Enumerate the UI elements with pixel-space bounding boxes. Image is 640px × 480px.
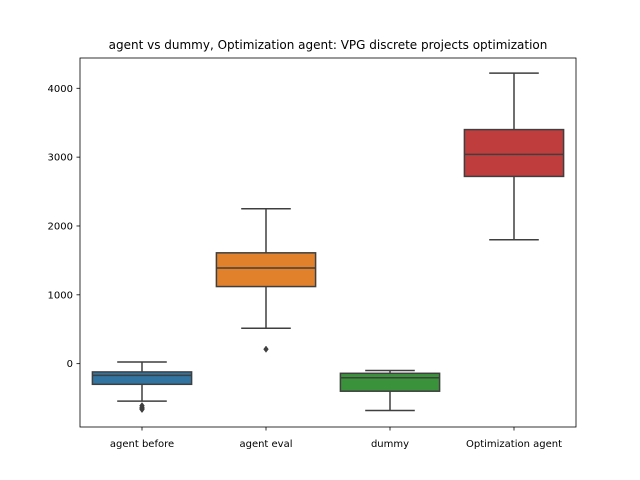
x-tick-label: dummy: [371, 439, 409, 450]
y-tick-label: 0: [67, 359, 73, 370]
x-tick-label: agent before: [110, 439, 174, 450]
y-tick-label: 3000: [48, 153, 73, 164]
y-tick-label: 2000: [48, 221, 73, 232]
x-tick-label: agent eval: [239, 439, 292, 450]
iqr-box: [91, 371, 193, 386]
y-tick-label: 4000: [48, 84, 73, 95]
plot-area: 0 1000 2000 3000 4000 agent before agent eval d…: [48, 72, 565, 450]
chart-title: agent vs dummy, Optimization agent: VPG …: [109, 38, 548, 52]
iqr-box: [339, 372, 441, 392]
y-tick-label: 1000: [48, 290, 73, 301]
axes-frame: [79, 57, 577, 428]
iqr-box: [463, 128, 565, 178]
iqr-box: [215, 252, 317, 288]
outlier-point: [139, 405, 145, 414]
outlier-point: [263, 345, 269, 353]
x-tick-label: Optimization agent: [466, 439, 562, 450]
